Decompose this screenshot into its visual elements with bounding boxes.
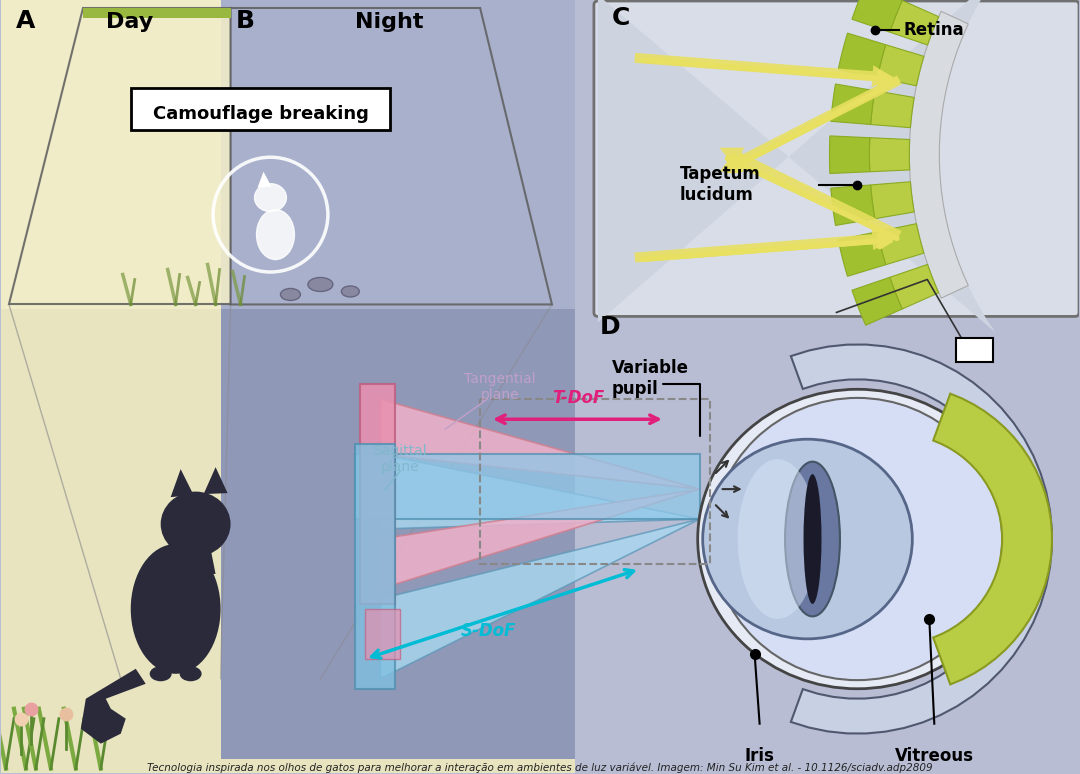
Text: Tapetum
lucidum: Tapetum lucidum (679, 166, 760, 204)
Polygon shape (1, 310, 575, 772)
Polygon shape (171, 469, 193, 497)
Polygon shape (365, 609, 401, 659)
Polygon shape (361, 385, 395, 604)
Text: Variable
pupil: Variable pupil (612, 359, 689, 398)
Ellipse shape (308, 278, 333, 292)
Polygon shape (230, 8, 552, 304)
Text: S-DoF: S-DoF (460, 622, 516, 640)
Ellipse shape (738, 459, 818, 619)
Polygon shape (877, 45, 923, 86)
Polygon shape (220, 0, 575, 310)
Polygon shape (869, 138, 909, 172)
Polygon shape (838, 33, 886, 77)
Polygon shape (838, 231, 886, 276)
Polygon shape (380, 454, 700, 529)
Text: T-DoF: T-DoF (552, 389, 604, 407)
Polygon shape (220, 310, 575, 759)
Polygon shape (380, 489, 700, 589)
Ellipse shape (703, 439, 913, 639)
Polygon shape (870, 91, 914, 128)
Ellipse shape (131, 544, 220, 674)
Polygon shape (83, 8, 230, 18)
Polygon shape (355, 444, 395, 689)
FancyBboxPatch shape (956, 338, 994, 362)
Polygon shape (852, 277, 902, 325)
Ellipse shape (698, 389, 1017, 689)
Ellipse shape (161, 491, 230, 557)
Text: Tangential
plane: Tangential plane (464, 372, 536, 402)
Polygon shape (257, 172, 271, 187)
Text: Sagittal
plane: Sagittal plane (374, 444, 427, 474)
Ellipse shape (713, 398, 1002, 680)
Polygon shape (204, 467, 228, 494)
Ellipse shape (785, 461, 840, 616)
Polygon shape (870, 182, 914, 219)
Ellipse shape (257, 210, 295, 259)
Polygon shape (909, 12, 969, 298)
Text: B: B (235, 9, 255, 33)
Text: C: C (612, 6, 631, 30)
Polygon shape (81, 669, 146, 744)
Ellipse shape (804, 474, 822, 604)
Text: Camouflage breaking: Camouflage breaking (152, 104, 368, 123)
FancyBboxPatch shape (594, 1, 1079, 317)
Polygon shape (1, 0, 575, 310)
Polygon shape (877, 224, 923, 265)
Text: Day: Day (106, 12, 153, 32)
Ellipse shape (179, 666, 202, 681)
Text: D: D (599, 315, 621, 339)
Polygon shape (831, 84, 875, 125)
Text: Iris: Iris (745, 747, 774, 765)
Polygon shape (380, 519, 700, 679)
FancyBboxPatch shape (131, 87, 390, 130)
Polygon shape (890, 1, 939, 45)
Polygon shape (791, 344, 1052, 734)
Polygon shape (890, 265, 939, 309)
Text: Retina: Retina (903, 21, 964, 39)
Polygon shape (176, 549, 216, 574)
Ellipse shape (255, 183, 286, 211)
Text: A: A (16, 9, 36, 33)
Polygon shape (719, 75, 902, 172)
Polygon shape (380, 399, 700, 489)
Polygon shape (852, 0, 902, 33)
Polygon shape (634, 53, 894, 87)
Text: Tecnologia inspirada nos olhos de gatos para melhorar a interação em ambientes d: Tecnologia inspirada nos olhos de gatos … (147, 762, 933, 773)
Polygon shape (355, 454, 700, 519)
Polygon shape (933, 394, 1052, 684)
Polygon shape (634, 228, 894, 262)
Text: Night: Night (355, 12, 423, 32)
Polygon shape (831, 185, 875, 225)
Polygon shape (598, 0, 996, 332)
Ellipse shape (281, 289, 300, 300)
Ellipse shape (341, 286, 360, 297)
Polygon shape (829, 136, 869, 173)
Text: Vitreous: Vitreous (895, 747, 974, 765)
Polygon shape (9, 8, 230, 304)
Ellipse shape (150, 666, 172, 681)
Polygon shape (719, 148, 902, 240)
